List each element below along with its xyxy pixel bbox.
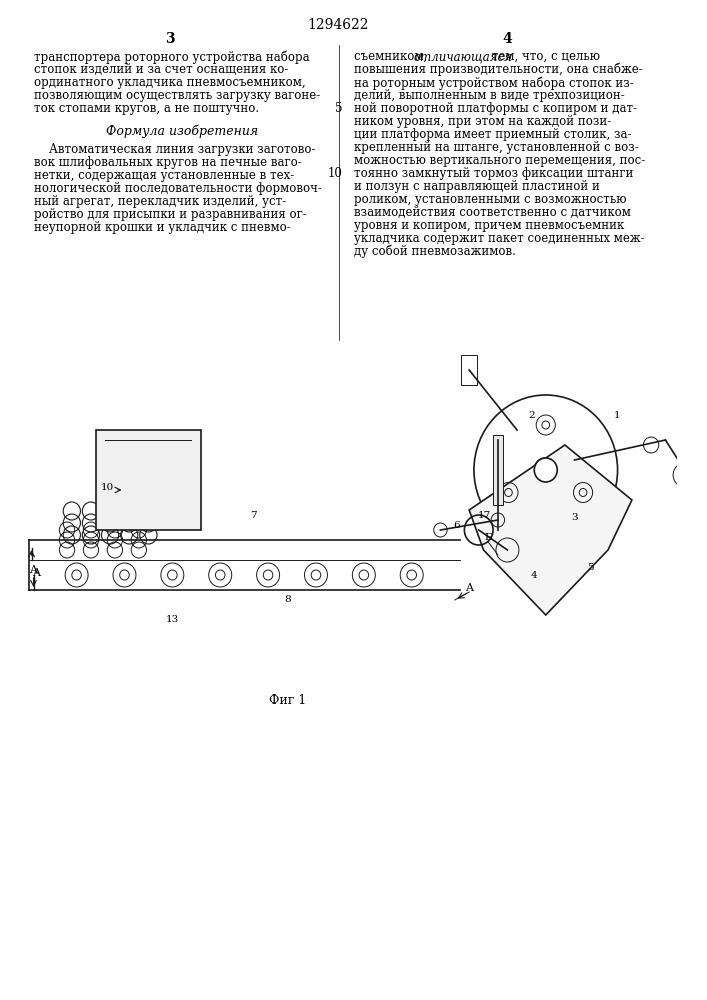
Text: ции платформа имеет приемный столик, за-: ции платформа имеет приемный столик, за- [354, 128, 632, 141]
Text: Б: Б [484, 532, 492, 542]
Bar [95, 430, 201, 530]
Text: взаимодействия соответственно с датчиком: взаимодействия соответственно с датчиком [354, 206, 631, 219]
Text: транспортера роторного устройства набора: транспортера роторного устройства набора [33, 50, 309, 64]
Text: Формула изобретения: Формула изобретения [106, 125, 258, 138]
Text: 13: 13 [165, 615, 179, 624]
Text: нетки, содержащая установленные в тех-: нетки, содержащая установленные в тех- [33, 169, 294, 182]
Text: повышения производительности, она снабже-: повышения производительности, она снабже… [354, 63, 643, 77]
Text: A: A [30, 565, 37, 575]
Text: укладчика содержит пакет соединенных меж-: укладчика содержит пакет соединенных меж… [354, 232, 645, 245]
Text: 4: 4 [531, 570, 537, 580]
Text: делий, выполненным в виде трехпозицион-: делий, выполненным в виде трехпозицион- [354, 89, 625, 102]
Text: ником уровня, при этом на каждой пози-: ником уровня, при этом на каждой пози- [354, 115, 612, 128]
Text: A: A [465, 583, 473, 593]
Text: 8: 8 [284, 595, 291, 604]
Text: уровня и копиром, причем пневмосъемник: уровня и копиром, причем пневмосъемник [354, 219, 624, 232]
Text: ной поворотной платформы с копиром и дат-: ной поворотной платформы с копиром и дат… [354, 102, 638, 115]
Text: съемником,: съемником, [354, 50, 431, 63]
Text: тоянно замкнутый тормоз фиксации штанги: тоянно замкнутый тормоз фиксации штанги [354, 167, 633, 180]
Bar [493, 435, 503, 505]
Text: 7: 7 [250, 510, 257, 520]
Text: 1: 1 [614, 410, 621, 420]
Text: на роторным устройством набора стопок из-: на роторным устройством набора стопок из… [354, 76, 634, 90]
Text: 3: 3 [165, 32, 175, 46]
Text: отличающаяся: отличающаяся [414, 50, 513, 63]
Text: и ползун с направляющей пластиной и: и ползун с направляющей пластиной и [354, 180, 600, 193]
Text: 5: 5 [588, 562, 594, 572]
Text: 2: 2 [528, 410, 534, 420]
Text: 10: 10 [100, 483, 114, 491]
Text: можностью вертикального перемещения, пос-: можностью вертикального перемещения, пос… [354, 154, 645, 167]
Text: 17: 17 [478, 510, 491, 520]
Polygon shape [469, 445, 632, 615]
Text: роликом, установленными с возможностью: роликом, установленными с возможностью [354, 193, 627, 206]
Text: 5: 5 [335, 102, 343, 115]
Text: вок шлифовальных кругов на печные ваго-: вок шлифовальных кругов на печные ваго- [33, 156, 301, 169]
Text: нологической последовательности формовоч-: нологической последовательности формовоч… [33, 182, 322, 195]
Circle shape [534, 458, 557, 482]
Text: 1294622: 1294622 [308, 18, 369, 32]
Text: 3: 3 [571, 514, 578, 522]
Text: ный агрегат, перекладчик изделий, уст-: ный агрегат, перекладчик изделий, уст- [33, 195, 286, 208]
Bar [462, 355, 477, 385]
Text: ординатного укладчика пневмосъемником,: ординатного укладчика пневмосъемником, [33, 76, 305, 89]
Text: ройство для присыпки и разравнивания ог-: ройство для присыпки и разравнивания ог- [33, 208, 306, 221]
Text: 10: 10 [328, 167, 343, 180]
Text: Автоматическая линия загрузки заготово-: Автоматическая линия загрузки заготово- [33, 143, 315, 156]
Text: позволяющим осуществлять загрузку вагоне-: позволяющим осуществлять загрузку вагоне… [33, 89, 320, 102]
Text: крепленный на штанге, установленной с воз-: крепленный на штанге, установленной с во… [354, 141, 639, 154]
Text: тем, что, с целью: тем, что, с целью [489, 50, 600, 63]
Text: ду собой пневмозажимов.: ду собой пневмозажимов. [354, 245, 516, 258]
Text: 4: 4 [503, 32, 513, 46]
Text: A: A [33, 568, 40, 578]
Text: 6: 6 [453, 520, 460, 530]
Text: Фиг 1: Фиг 1 [269, 694, 306, 706]
Text: ток стопами кругов, а не поштучно.: ток стопами кругов, а не поштучно. [33, 102, 259, 115]
Text: стопок изделий и за счет оснащения ко-: стопок изделий и за счет оснащения ко- [33, 63, 288, 76]
Text: неупорной крошки и укладчик с пневмо-: неупорной крошки и укладчик с пневмо- [33, 221, 291, 234]
